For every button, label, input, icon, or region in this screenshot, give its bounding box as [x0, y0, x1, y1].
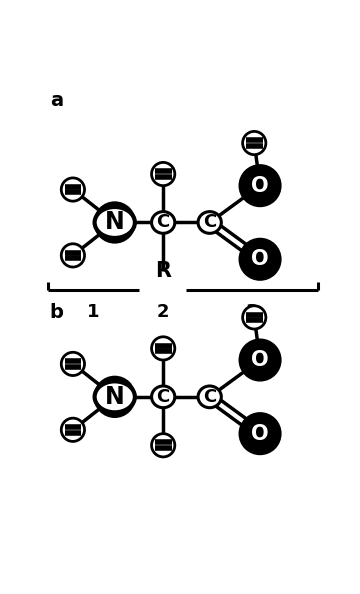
Text: 3: 3	[246, 303, 258, 321]
Ellipse shape	[240, 166, 280, 206]
Ellipse shape	[152, 386, 175, 407]
Ellipse shape	[152, 162, 175, 186]
Text: 2: 2	[157, 303, 170, 321]
Text: a: a	[50, 91, 63, 110]
Text: R: R	[155, 261, 171, 281]
Ellipse shape	[152, 211, 175, 233]
Text: C: C	[157, 388, 170, 406]
Ellipse shape	[95, 207, 135, 238]
Text: N: N	[105, 385, 125, 409]
Ellipse shape	[152, 337, 175, 360]
Text: O: O	[251, 249, 269, 269]
Ellipse shape	[95, 381, 135, 412]
Text: O: O	[251, 350, 269, 370]
Ellipse shape	[240, 413, 280, 454]
Text: C: C	[157, 213, 170, 232]
Ellipse shape	[240, 340, 280, 380]
Ellipse shape	[198, 211, 221, 233]
Text: N: N	[105, 210, 125, 235]
Ellipse shape	[243, 306, 266, 329]
Ellipse shape	[61, 244, 85, 267]
Ellipse shape	[240, 239, 280, 279]
Ellipse shape	[198, 386, 221, 407]
Ellipse shape	[61, 418, 85, 441]
Circle shape	[94, 201, 136, 244]
Ellipse shape	[152, 434, 175, 457]
Ellipse shape	[61, 178, 85, 201]
Text: C: C	[203, 213, 216, 232]
Text: O: O	[251, 424, 269, 444]
Text: O: O	[251, 176, 269, 195]
Text: 1: 1	[87, 303, 100, 321]
Ellipse shape	[243, 131, 266, 154]
Circle shape	[94, 375, 136, 418]
Ellipse shape	[61, 352, 85, 375]
Text: C: C	[203, 388, 216, 406]
Text: b: b	[50, 303, 63, 322]
